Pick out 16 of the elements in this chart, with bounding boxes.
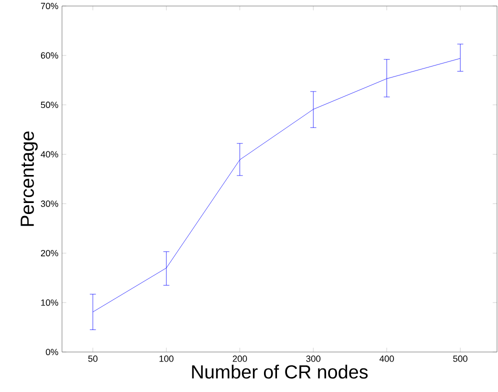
y-tick-label: 70%: [40, 2, 58, 10]
y-tick-label: 60%: [40, 52, 58, 59]
y-tick-label: 50%: [40, 102, 58, 108]
y-tick-label: 20%: [40, 250, 58, 256]
x-tick-label: 50: [88, 356, 98, 362]
y-tick-label: 0%: [46, 348, 58, 356]
y-tick-label: 40%: [40, 151, 58, 158]
x-tick-label: 400: [380, 356, 394, 362]
x-tick-label: 200: [232, 356, 247, 362]
x-axis-title: Number of CR nodes: [192, 364, 368, 379]
x-tick-label: 500: [453, 356, 468, 362]
y-tick-label: 10%: [41, 299, 58, 306]
x-tick-label: 100: [160, 356, 174, 362]
x-tick-label: 300: [306, 356, 320, 362]
y-axis-title: Percentage: [20, 131, 38, 226]
y-tick-label: 30%: [40, 200, 58, 207]
